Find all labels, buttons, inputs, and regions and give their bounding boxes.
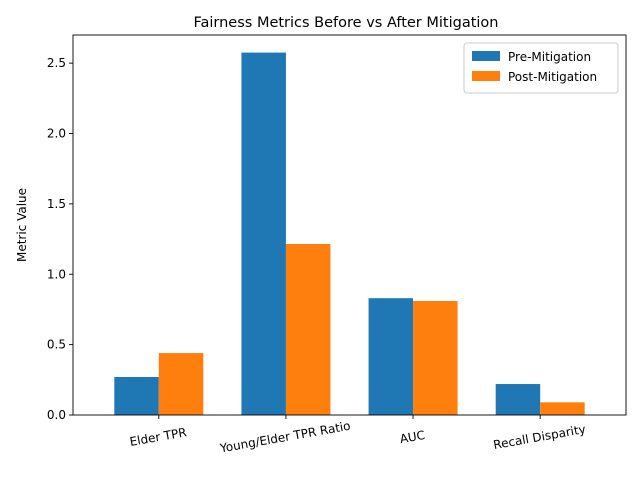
- y-tick-label: 2.5: [47, 56, 66, 70]
- legend: Pre-Mitigation Post-Mitigation: [463, 42, 619, 94]
- y-axis-label: Metric Value: [15, 188, 29, 262]
- y-tick-label: 0.5: [47, 338, 66, 352]
- x-axis: Elder TPR Young/Elder TPR Ratio AUC Recall …: [129, 415, 587, 456]
- bar-pre-mitigation: [495, 384, 541, 415]
- legend-swatch-pre: [472, 51, 500, 61]
- y-tick-label: 0.0: [47, 408, 66, 422]
- bars-group: [114, 52, 585, 416]
- x-tick-label: Young/Elder TPR Ratio: [218, 419, 352, 456]
- legend-label: Pre-Mitigation: [508, 50, 591, 64]
- x-tick-label: Recall Disparity: [492, 422, 587, 452]
- chart-title: Fairness Metrics Before vs After Mitigat…: [193, 15, 498, 31]
- y-tick-label: 1.0: [47, 267, 66, 281]
- y-tick-label: 1.5: [47, 197, 66, 211]
- y-axis: 0.0 0.5 1.0 1.5 2.0 2.5: [47, 56, 73, 422]
- bar-post-mitigation: [540, 402, 585, 415]
- x-tick-label: AUC: [399, 428, 426, 446]
- bar-post-mitigation: [158, 353, 204, 415]
- y-tick-label: 2.0: [47, 127, 66, 141]
- legend-label: Post-Mitigation: [508, 70, 597, 84]
- bar-post-mitigation: [285, 244, 331, 415]
- x-tick-label: Elder TPR: [129, 425, 188, 449]
- bar-pre-mitigation: [241, 52, 286, 416]
- legend-box: [463, 42, 619, 94]
- bar-pre-mitigation: [114, 377, 159, 415]
- bar-pre-mitigation: [368, 298, 414, 415]
- legend-swatch-post: [472, 71, 500, 81]
- bar-post-mitigation: [413, 301, 458, 415]
- plot-frame: [72, 34, 627, 416]
